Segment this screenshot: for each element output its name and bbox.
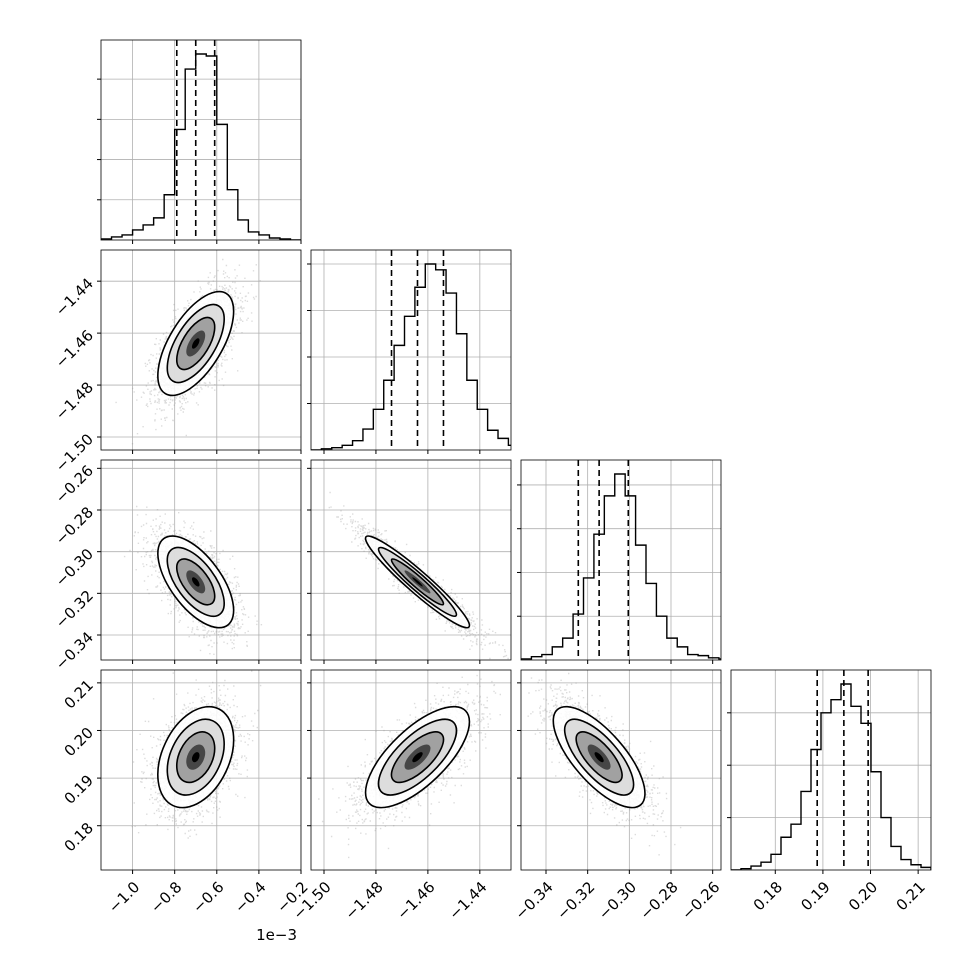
panel-content bbox=[311, 460, 511, 660]
histogram-panel-1 bbox=[307, 249, 512, 451]
panel-frame bbox=[520, 459, 722, 661]
x-tick-label: −1.46 bbox=[393, 878, 438, 923]
histogram-outline bbox=[731, 683, 931, 870]
scatter-panel-0-2 bbox=[100, 459, 302, 661]
panel-frame bbox=[310, 459, 512, 661]
panel-content bbox=[311, 670, 511, 870]
histogram-panel-2 bbox=[517, 459, 722, 661]
density-peak bbox=[191, 752, 200, 763]
density-peak bbox=[191, 338, 200, 349]
panel-frame bbox=[310, 249, 512, 451]
panel-content bbox=[521, 670, 721, 870]
y-tick-label: 0.19 bbox=[61, 771, 97, 807]
x-tick-label: −0.6 bbox=[189, 878, 227, 916]
density-peak bbox=[412, 577, 423, 587]
y-tick-label: 0.18 bbox=[61, 819, 97, 855]
x-tick-label: 0.21 bbox=[893, 878, 929, 914]
panel-frame bbox=[100, 39, 302, 241]
x-tick-label: 0.18 bbox=[750, 878, 786, 914]
x-tick-label: −0.28 bbox=[637, 878, 682, 923]
y-tick-label: −1.44 bbox=[52, 274, 97, 319]
panel-content bbox=[101, 250, 301, 450]
panel-frame bbox=[100, 669, 302, 871]
panel-frame bbox=[100, 249, 302, 451]
x-tick-label: −0.32 bbox=[553, 878, 598, 923]
panel-frame bbox=[730, 669, 932, 871]
x-tick-label: −0.8 bbox=[147, 878, 185, 916]
x-tick-label: −0.26 bbox=[678, 878, 723, 923]
y-tick-label: −0.30 bbox=[52, 545, 97, 590]
panel-frame bbox=[520, 669, 722, 871]
x-tick-label: −0.30 bbox=[595, 878, 640, 923]
histogram-outline bbox=[521, 473, 721, 660]
y-tick-label: 0.21 bbox=[61, 676, 97, 712]
panel-content bbox=[101, 460, 301, 660]
density-peak bbox=[594, 752, 604, 763]
x-tick-label: −0.34 bbox=[512, 878, 557, 923]
scatter-panel-1-2 bbox=[310, 459, 512, 661]
x-tick-label: −0.4 bbox=[231, 878, 269, 916]
y-tick-label: −1.46 bbox=[52, 326, 97, 371]
scatter-panel-0-3 bbox=[100, 669, 302, 871]
histogram-panel-0 bbox=[97, 39, 302, 241]
x-tick-label: −1.0 bbox=[105, 878, 143, 916]
histogram-panel-3 bbox=[727, 669, 932, 871]
y-tick-label: −0.28 bbox=[52, 503, 97, 548]
scatter-panel-1-3 bbox=[310, 669, 512, 871]
scatter-panel-2-3 bbox=[520, 669, 722, 871]
x-tick-label: 0.19 bbox=[797, 878, 833, 914]
y-tick-label: −0.32 bbox=[52, 587, 97, 632]
x-tick-label: −1.44 bbox=[445, 878, 490, 923]
y-tick-label: −1.48 bbox=[52, 378, 97, 423]
x-offset-label: 1e−3 bbox=[256, 926, 297, 944]
histogram-outline bbox=[101, 53, 301, 240]
x-tick-label: 0.20 bbox=[845, 878, 881, 914]
panel-frame bbox=[310, 669, 512, 871]
density-peak bbox=[191, 577, 200, 587]
panel-content bbox=[101, 670, 301, 870]
scatter-panel-0-1 bbox=[100, 249, 302, 451]
histogram-outline bbox=[311, 263, 511, 450]
panel-frame bbox=[100, 459, 302, 661]
density-peak bbox=[412, 752, 423, 763]
x-tick-label: −1.48 bbox=[341, 878, 386, 923]
y-tick-label: −0.34 bbox=[52, 628, 97, 673]
y-tick-label: 0.20 bbox=[61, 724, 97, 760]
